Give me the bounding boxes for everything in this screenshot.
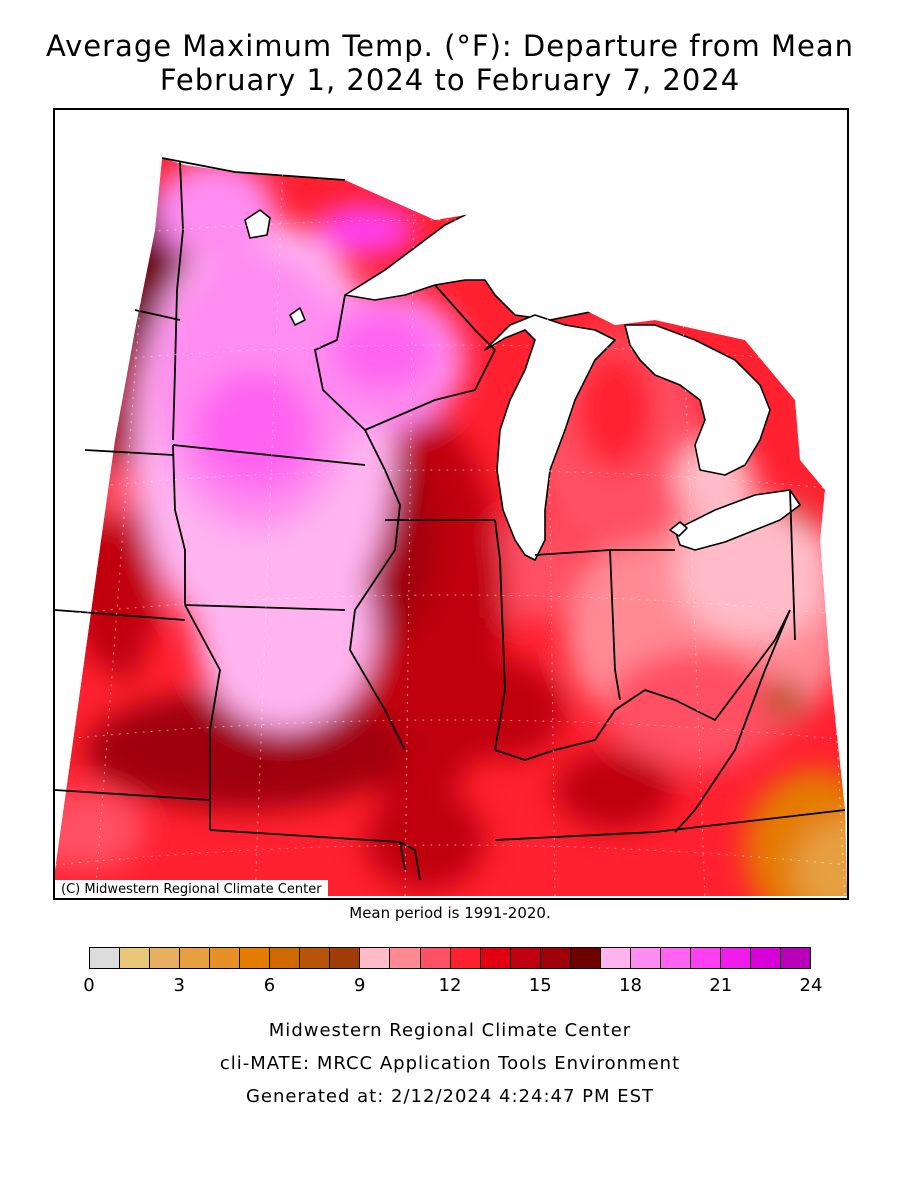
- legend-color-swatch: [420, 948, 451, 968]
- legend-color-swatch: [90, 948, 121, 968]
- temperature-departure-map: (C) Midwestern Regional Climate Center: [53, 108, 849, 900]
- legend-color-swatch: [690, 948, 721, 968]
- footer-generated-at: Generated at: 2/12/2024 4:24:47 PM EST: [245, 1086, 655, 1107]
- legend-color-swatch: [630, 948, 661, 968]
- legend-color-swatch: [360, 948, 391, 968]
- map-date-range: February 1, 2024 to February 7, 2024: [159, 63, 741, 97]
- legend-color-swatch: [300, 948, 331, 968]
- legend-color-swatch: [180, 948, 211, 968]
- legend-color-swatch: [510, 948, 541, 968]
- mean-period-note: Mean period is 1991-2020.: [349, 904, 551, 922]
- legend-color-swatch: [660, 948, 691, 968]
- legend-tick-label: 18: [619, 975, 642, 996]
- lake-huron: [624, 324, 771, 476]
- legend-color-swatch: [600, 948, 631, 968]
- lake-st-clair: [669, 521, 688, 537]
- legend-tick-label: 12: [438, 975, 462, 996]
- lake-erie: [674, 489, 801, 551]
- footer-application: cli-MATE: MRCC Application Tools Environ…: [219, 1053, 681, 1074]
- red-lake: [289, 307, 306, 326]
- legend-color-swatch: [480, 948, 511, 968]
- legend-tick-label: 21: [709, 975, 733, 996]
- color-legend: [89, 947, 811, 971]
- legend-color-swatch: [120, 948, 151, 968]
- legend-color-swatch: [570, 948, 601, 968]
- lat-lon-grid: [55, 110, 847, 898]
- legend-color-swatch: [390, 948, 421, 968]
- copyright-label: (C) Midwestern Regional Climate Center: [55, 880, 328, 898]
- map-title: Average Maximum Temp. (°F): Departure fr…: [45, 29, 855, 63]
- footer-organization: Midwestern Regional Climate Center: [268, 1020, 632, 1041]
- state-boundaries: [55, 157, 846, 881]
- canada-land: [55, 110, 847, 870]
- legend-tick-label: 0: [83, 975, 95, 996]
- legend-color-swatch: [781, 948, 811, 968]
- legend-tick-label: 3: [173, 975, 185, 996]
- legend-tick-label: 15: [528, 975, 552, 996]
- legend-color-swatch: [240, 948, 271, 968]
- legend-color-swatch: [270, 948, 301, 968]
- legend-color-swatch: [450, 948, 481, 968]
- legend-color-bar: [89, 947, 811, 969]
- legend-color-swatch: [720, 948, 752, 968]
- legend-color-swatch: [210, 948, 241, 968]
- lake-michigan: [484, 314, 616, 561]
- legend-tick-label: 9: [354, 975, 366, 996]
- legend-color-swatch: [540, 948, 571, 968]
- lake-of-the-woods: [244, 209, 271, 239]
- legend-tick-label: 6: [263, 975, 276, 996]
- legend-color-swatch: [751, 948, 782, 968]
- legend-tick-label: 24: [799, 975, 823, 996]
- legend-color-swatch: [150, 948, 181, 968]
- legend-color-swatch: [330, 948, 361, 968]
